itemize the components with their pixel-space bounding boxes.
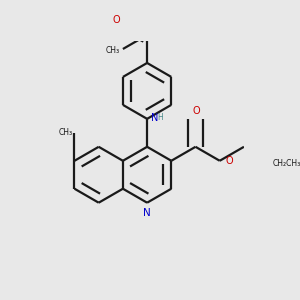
Text: N: N	[143, 208, 151, 218]
Text: O: O	[193, 106, 200, 116]
Text: O: O	[112, 15, 120, 25]
Text: O: O	[225, 156, 233, 166]
Text: CH₃: CH₃	[106, 46, 120, 55]
Text: CH₂CH₃: CH₂CH₃	[272, 159, 300, 168]
Text: H: H	[158, 113, 163, 122]
Text: N: N	[152, 112, 159, 123]
Text: CH₃: CH₃	[58, 128, 73, 137]
